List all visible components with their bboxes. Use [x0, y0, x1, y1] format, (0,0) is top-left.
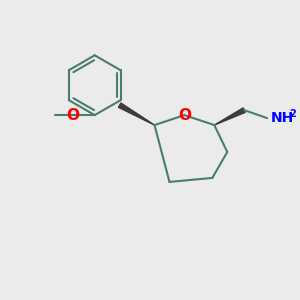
- Text: O: O: [178, 108, 191, 123]
- Text: O: O: [66, 108, 79, 123]
- Text: 2: 2: [289, 109, 296, 119]
- Polygon shape: [118, 103, 154, 125]
- Text: NH: NH: [271, 111, 294, 125]
- Polygon shape: [214, 108, 245, 125]
